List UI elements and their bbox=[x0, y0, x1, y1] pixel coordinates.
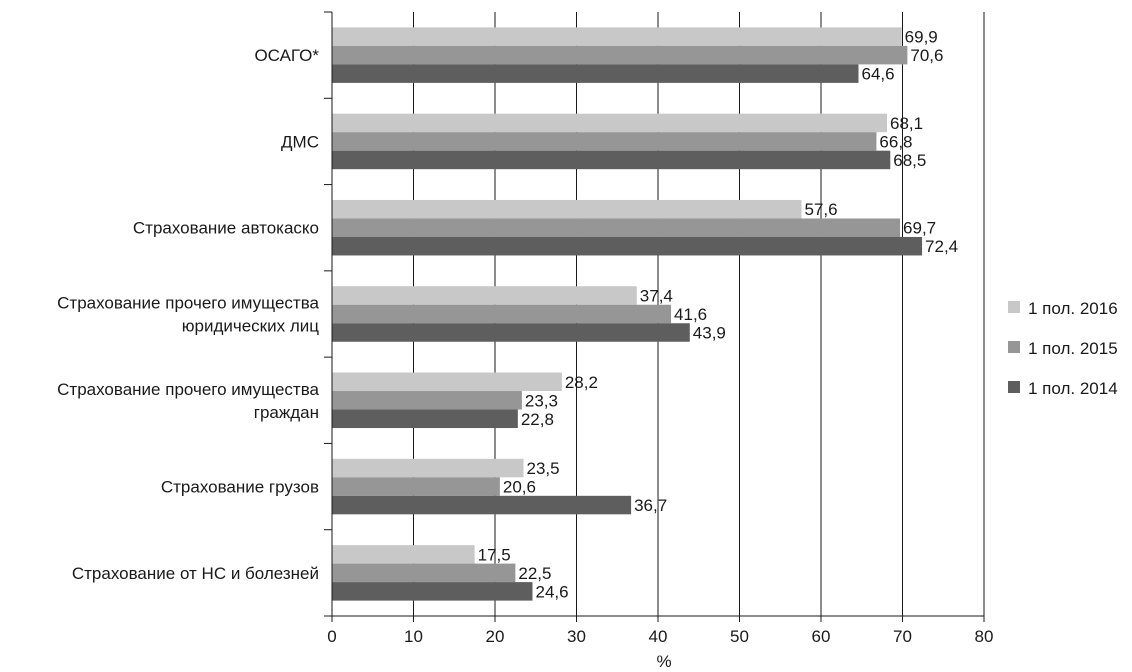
x-tick-label: 80 bbox=[975, 627, 994, 646]
legend-swatch bbox=[1008, 381, 1020, 393]
data-label: 72,4 bbox=[925, 237, 958, 256]
data-label: 36,7 bbox=[634, 496, 667, 515]
data-label: 41,6 bbox=[674, 305, 707, 324]
data-label: 22,5 bbox=[518, 564, 551, 583]
x-tick-label: 20 bbox=[486, 627, 505, 646]
legend-label: 1 пол. 2014 bbox=[1028, 379, 1118, 398]
bar bbox=[332, 545, 475, 564]
legend: 1 пол. 2016 1 пол. 2015 1 пол. 2014 bbox=[1008, 299, 1118, 398]
bar bbox=[332, 409, 518, 429]
category-label: юридических лиц bbox=[182, 317, 320, 336]
x-axis-title: % bbox=[656, 652, 671, 671]
data-label: 70,6 bbox=[910, 46, 943, 65]
x-tick-label: 0 bbox=[327, 627, 336, 646]
category-label: Страхование прочего имущества bbox=[57, 380, 319, 399]
data-label: 68,5 bbox=[893, 151, 926, 170]
data-label: 69,9 bbox=[905, 28, 938, 47]
bar bbox=[332, 458, 524, 478]
category-label: ДМС bbox=[281, 132, 319, 151]
data-label: 22,8 bbox=[521, 410, 554, 429]
legend-swatch bbox=[1008, 301, 1020, 313]
bar bbox=[332, 132, 877, 151]
bar bbox=[332, 372, 562, 392]
category-label: Страхование прочего имущества bbox=[57, 294, 319, 313]
bar bbox=[332, 150, 891, 170]
x-tick-labels: 0 10 20 30 40 50 60 70 80 bbox=[327, 627, 993, 646]
data-label: 69,7 bbox=[903, 219, 936, 238]
category-label: Страхование грузов bbox=[161, 478, 319, 497]
data-label: 17,5 bbox=[478, 545, 511, 564]
bar bbox=[332, 64, 859, 83]
data-label: 66,8 bbox=[879, 132, 912, 151]
legend-label: 1 пол. 2016 bbox=[1028, 299, 1118, 318]
data-label: 23,5 bbox=[527, 459, 560, 478]
bars bbox=[332, 27, 923, 601]
bar bbox=[332, 199, 802, 219]
x-tick-label: 40 bbox=[649, 627, 668, 646]
bar bbox=[332, 477, 500, 496]
x-tick-label: 60 bbox=[812, 627, 831, 646]
bar bbox=[332, 582, 533, 601]
x-tick-label: 10 bbox=[404, 627, 423, 646]
category-labels: ОСАГО* ДМС Страхование автокаско Страховани… bbox=[57, 46, 319, 583]
x-tick-label: 50 bbox=[730, 627, 749, 646]
bar bbox=[332, 113, 888, 133]
bar bbox=[332, 391, 522, 410]
bar bbox=[332, 27, 902, 46]
data-label: 23,3 bbox=[525, 391, 558, 410]
bar bbox=[332, 236, 923, 256]
bar bbox=[332, 286, 637, 305]
data-label: 43,9 bbox=[693, 324, 726, 343]
data-labels: 69,970,6 64,6 68,166,868,5 57,6 69,772,4 37,4… bbox=[478, 28, 959, 602]
data-label: 28,2 bbox=[565, 373, 598, 392]
category-label: Страхование автокаско bbox=[133, 219, 319, 238]
x-tick-label: 70 bbox=[893, 627, 912, 646]
x-tick-label: 30 bbox=[567, 627, 586, 646]
data-label: 68,1 bbox=[890, 114, 923, 133]
data-label: 20,6 bbox=[503, 478, 536, 497]
category-label: ОСАГО* bbox=[254, 46, 319, 65]
data-label: 37,4 bbox=[640, 287, 673, 306]
legend-label: 1 пол. 2015 bbox=[1028, 339, 1118, 358]
bar bbox=[332, 304, 672, 324]
category-label: Страхование от НС и болезней bbox=[72, 564, 319, 583]
data-label: 57,6 bbox=[804, 200, 837, 219]
data-label: 24,6 bbox=[535, 582, 568, 601]
bar bbox=[332, 218, 901, 237]
legend-swatch bbox=[1008, 341, 1020, 353]
category-label: граждан bbox=[254, 403, 319, 422]
bar bbox=[332, 45, 908, 65]
bar bbox=[332, 495, 632, 515]
bar bbox=[332, 563, 516, 583]
axes bbox=[324, 11, 985, 622]
bar bbox=[332, 323, 690, 342]
data-label: 64,6 bbox=[861, 65, 894, 84]
